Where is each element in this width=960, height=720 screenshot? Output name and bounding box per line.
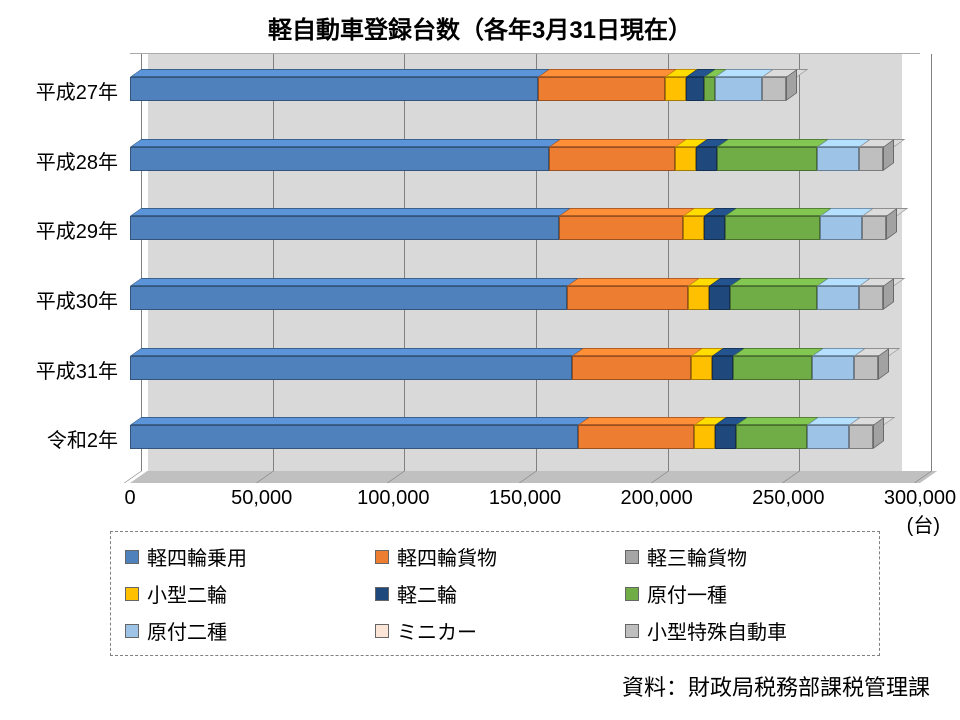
y-tick-label: 平成28年 — [36, 146, 118, 175]
bar-segment — [538, 69, 664, 101]
legend: 軽四輪乗用 軽四輪貨物 軽三輪貨物小型二輪 軽二輪 原付一種原付二種 ミニカー 小型特殊自動… — [110, 531, 880, 656]
legend-swatch — [375, 587, 389, 601]
bar-segment — [704, 208, 725, 240]
y-tick-label: 平成31年 — [36, 355, 118, 384]
bar-segment — [130, 348, 572, 380]
bar-segment — [730, 278, 817, 310]
bar-segment — [696, 139, 717, 171]
y-tick-label: 令和2年 — [47, 424, 118, 453]
bar-segment — [712, 348, 733, 380]
bar-segment — [572, 348, 691, 380]
bar-segment — [817, 139, 859, 171]
plot-area — [130, 53, 920, 483]
bar-row — [130, 69, 920, 101]
y-axis-labels: 平成27年平成28年平成29年平成30年平成31年令和2年 — [10, 53, 126, 483]
legend-swatch — [125, 550, 139, 564]
bar-segment — [736, 417, 807, 449]
bar-segment — [549, 139, 675, 171]
legend-item: 軽四輪貨物 — [375, 542, 615, 571]
bar-row — [130, 417, 920, 449]
bar-segment — [820, 208, 862, 240]
bar-row — [130, 348, 920, 380]
legend-swatch — [375, 550, 389, 564]
legend-label: 軽二輪 — [397, 579, 457, 608]
bar-segment — [817, 278, 859, 310]
source-label: 資料：財政局税務部課税管理課 — [10, 670, 930, 702]
legend-item: 軽三輪貨物 — [625, 542, 865, 571]
y-tick-label: 平成27年 — [36, 76, 118, 105]
legend-item: 原付一種 — [625, 579, 865, 608]
bar-segment — [709, 278, 730, 310]
bar-segment — [691, 348, 712, 380]
legend-swatch — [625, 624, 639, 638]
x-tick-label: 250,000 — [752, 487, 824, 510]
legend-swatch — [625, 550, 639, 564]
bar-segment — [130, 417, 578, 449]
bar-row — [130, 278, 920, 310]
bar-segment — [715, 69, 762, 101]
legend-label: 軽三輪貨物 — [647, 542, 747, 571]
chart-title: 軽自動車登録台数（各年3月31日現在） — [10, 10, 950, 45]
legend-swatch — [125, 624, 139, 638]
x-tick-label: 50,000 — [231, 487, 292, 510]
legend-item: 原付二種 — [125, 616, 365, 645]
bar-segment — [665, 69, 686, 101]
legend-item: 小型二輪 — [125, 579, 365, 608]
bar-segment — [717, 139, 817, 171]
legend-item: ミニカー — [375, 616, 615, 645]
legend-swatch — [125, 587, 139, 601]
legend-swatch — [625, 587, 639, 601]
bar-segment — [683, 208, 704, 240]
bar-segment — [130, 278, 567, 310]
bar-segment — [694, 417, 715, 449]
x-axis-unit: (台) — [907, 509, 940, 538]
x-tick-label: 150,000 — [489, 487, 561, 510]
legend-item: 軽二輪 — [375, 579, 615, 608]
legend-label: 原付二種 — [147, 616, 227, 645]
bar-segment — [130, 139, 549, 171]
bar-segment — [715, 417, 736, 449]
bar-segment — [725, 208, 820, 240]
bar-segment — [675, 139, 696, 171]
bar-segment — [686, 69, 704, 101]
bar-segment — [130, 208, 559, 240]
y-tick-label: 平成29年 — [36, 215, 118, 244]
legend-label: 原付一種 — [647, 579, 727, 608]
bar-segment — [559, 208, 683, 240]
legend-label: ミニカー — [397, 616, 477, 645]
bar-segment — [733, 348, 812, 380]
x-axis-labels: (台) 050,000100,000150,000200,000250,0003… — [130, 483, 920, 513]
bar-segment — [578, 417, 694, 449]
bar-segment — [567, 278, 688, 310]
bar-segment — [688, 278, 709, 310]
legend-label: 軽四輪貨物 — [397, 542, 497, 571]
legend-swatch — [375, 624, 389, 638]
legend-item: 軽四輪乗用 — [125, 542, 365, 571]
bar-segment — [807, 417, 849, 449]
legend-item: 小型特殊自動車 — [625, 616, 865, 645]
y-tick-label: 平成30年 — [36, 285, 118, 314]
legend-label: 小型二輪 — [147, 579, 227, 608]
bar-segment — [854, 348, 878, 380]
bar-segment — [762, 69, 786, 101]
legend-label: 小型特殊自動車 — [647, 616, 787, 645]
legend-label: 軽四輪乗用 — [147, 542, 247, 571]
bar-segment — [859, 278, 883, 310]
x-tick-label: 0 — [124, 487, 135, 510]
bar-segment — [812, 348, 854, 380]
bar-row — [130, 139, 920, 171]
x-tick-label: 300,000 — [884, 487, 956, 510]
bar-segment — [859, 139, 883, 171]
chart-container: 軽自動車登録台数（各年3月31日現在） 平成27年平成28年平成29年平成30年… — [10, 10, 950, 710]
bar-segment — [849, 417, 873, 449]
bar-segment — [704, 69, 715, 101]
bar-segment — [862, 208, 886, 240]
bar-segment — [130, 69, 538, 101]
bar-row — [130, 208, 920, 240]
x-tick-label: 200,000 — [621, 487, 693, 510]
bars-layer — [130, 54, 920, 471]
x-tick-label: 100,000 — [357, 487, 429, 510]
